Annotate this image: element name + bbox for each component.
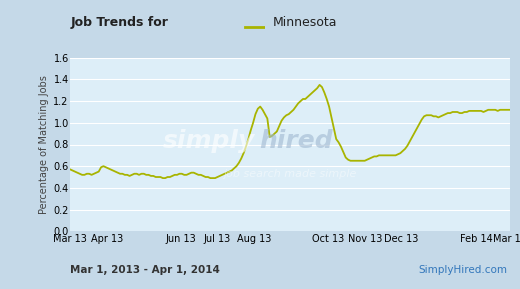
Text: Job Trends for: Job Trends for (70, 16, 168, 29)
Text: Mar 1, 2013 - Apr 1, 2014: Mar 1, 2013 - Apr 1, 2014 (70, 264, 220, 275)
Text: simply: simply (162, 129, 255, 153)
Y-axis label: Percentage of Matching Jobs: Percentage of Matching Jobs (40, 75, 49, 214)
Text: job search made simple: job search made simple (223, 169, 357, 179)
Text: Minnesota: Minnesota (273, 16, 337, 29)
Text: hired: hired (259, 129, 333, 153)
Text: SimplyHired.com: SimplyHired.com (418, 264, 507, 275)
